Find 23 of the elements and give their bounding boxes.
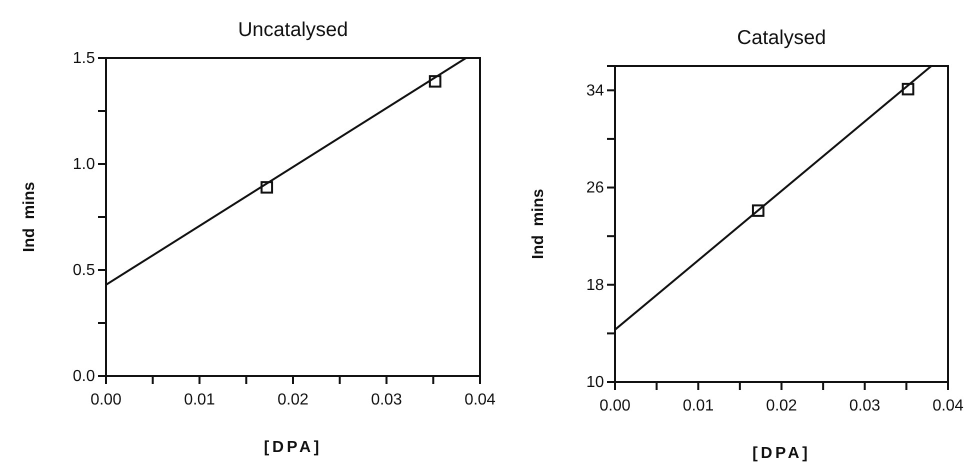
x-tick-label: 0.02 — [766, 398, 798, 415]
x-tick-label: 0.04 — [464, 392, 496, 409]
x-tick-label: 0.03 — [849, 398, 880, 415]
y-axis-title: Ind mins — [530, 188, 547, 260]
y-tick-label: 34 — [586, 82, 604, 100]
x-tick-label: 0.02 — [277, 392, 309, 409]
y-tick-label: 0.5 — [72, 262, 96, 280]
x-tick-label: 0.01 — [682, 398, 714, 415]
x-axis-title: [DPA] — [264, 439, 322, 456]
chart-title: Uncatalysed — [238, 19, 348, 41]
x-tick-label: 0.01 — [184, 392, 216, 409]
y-tick-label: 0.0 — [72, 368, 96, 386]
y-axis-title: Ind mins — [21, 182, 38, 252]
chart-title: Catalysed — [737, 27, 826, 49]
y-tick-label: 10 — [586, 374, 604, 392]
x-tick-label: 0.00 — [599, 398, 631, 415]
x-axis-title: [DPA] — [752, 445, 811, 462]
x-tick-label: 0.03 — [370, 392, 402, 409]
y-tick-label: 18 — [586, 276, 604, 294]
y-tick-label: 1.0 — [72, 156, 96, 174]
y-tick-label: 1.5 — [72, 50, 96, 68]
y-tick-label: 26 — [586, 180, 604, 197]
x-tick-label: 0.04 — [932, 398, 964, 415]
